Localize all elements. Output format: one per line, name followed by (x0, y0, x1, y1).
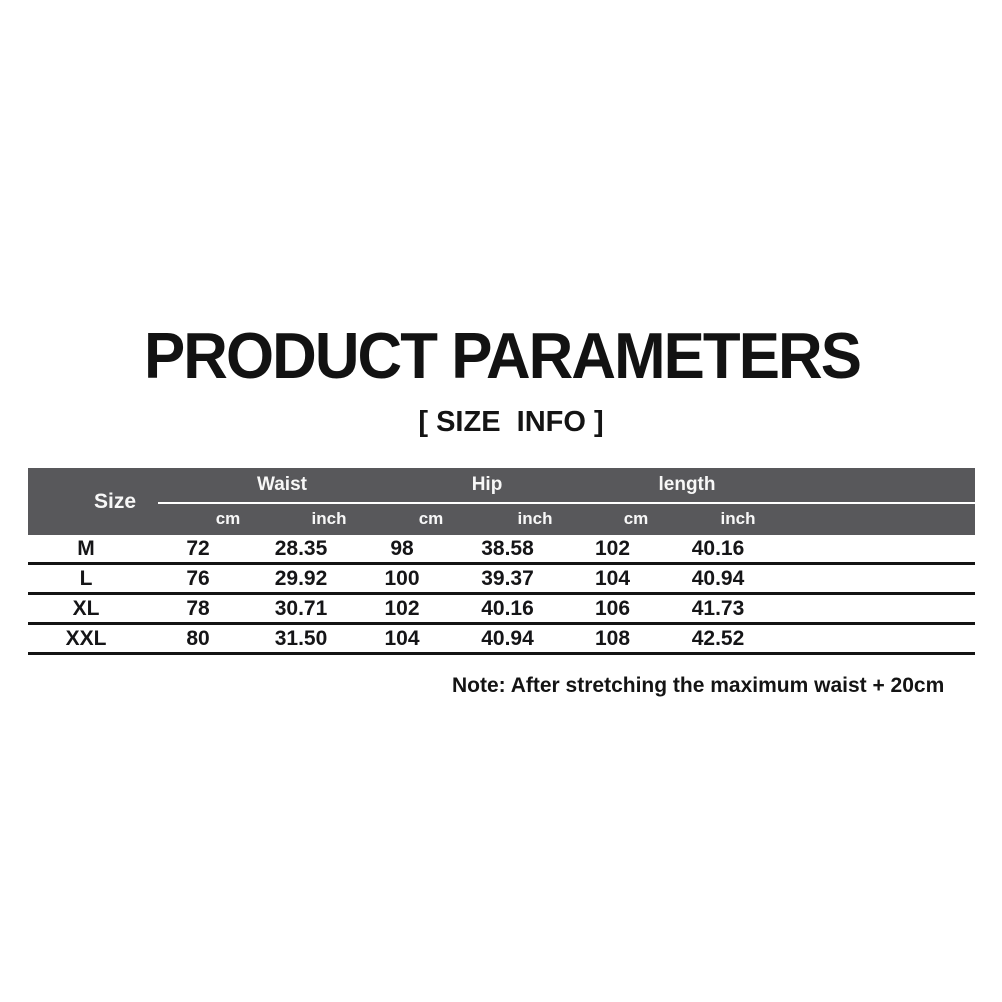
table-row-m: M 72 28.35 98 38.58 102 40.16 (28, 535, 975, 565)
column-group-hip: Hip (471, 474, 503, 495)
table-header: Size Waist Hip length cm inch cm inch cm… (28, 468, 975, 535)
table-row-l: L 76 29.92 100 39.37 104 40.94 (28, 565, 975, 595)
cell-hip-inch: 38.58 (481, 537, 534, 560)
cell-waist-cm: 80 (186, 627, 210, 650)
table-row-xl: XL 78 30.71 102 40.16 106 41.73 (28, 595, 975, 625)
cell-length-cm: 108 (594, 627, 631, 650)
row-size-label: M (77, 537, 95, 560)
cell-length-inch: 42.52 (691, 627, 745, 650)
cell-waist-inch: 29.92 (274, 567, 328, 590)
cell-waist-inch: 30.71 (274, 597, 328, 620)
column-header-length-inch: inch (720, 509, 756, 528)
cell-length-cm: 102 (594, 537, 631, 560)
cell-waist-inch: 28.35 (274, 537, 328, 560)
column-header-waist-inch: inch (311, 509, 347, 528)
cell-hip-inch: 40.94 (481, 627, 534, 650)
cell-waist-cm: 76 (186, 567, 210, 590)
cell-hip-inch: 40.16 (481, 597, 534, 620)
row-size-label: L (79, 567, 93, 590)
cell-waist-cm: 72 (186, 537, 210, 560)
column-header-hip-inch: inch (517, 509, 553, 528)
row-size-label: XL (72, 597, 100, 620)
cell-length-inch: 41.73 (691, 597, 745, 620)
page-title: PRODUCT PARAMETERS (144, 319, 862, 392)
cell-length-cm: 106 (594, 597, 631, 620)
column-header-hip-cm: cm (418, 509, 444, 528)
column-header-size: Size (93, 489, 137, 513)
cell-waist-cm: 78 (186, 597, 210, 620)
cell-hip-cm: 98 (390, 537, 414, 560)
cell-hip-cm: 104 (384, 627, 420, 650)
size-info-subtitle: [ SIZE INFO ] (418, 406, 604, 438)
table-row-xxl: XXL 80 31.50 104 40.94 108 42.52 (28, 625, 975, 655)
cell-length-inch: 40.94 (691, 567, 745, 590)
row-size-label: XXL (65, 627, 107, 650)
size-table: Size Waist Hip length cm inch cm inch cm… (28, 468, 975, 655)
column-group-length: length (658, 474, 716, 495)
cell-waist-inch: 31.50 (274, 627, 328, 650)
cell-hip-cm: 102 (384, 597, 420, 620)
column-header-waist-cm: cm (215, 509, 241, 528)
cell-length-cm: 104 (594, 567, 631, 590)
column-header-length-cm: cm (623, 509, 649, 528)
note-text: Note: After stretching the maximum waist… (452, 674, 945, 697)
column-group-waist: Waist (257, 474, 307, 495)
header-divider-line (158, 502, 975, 504)
cell-length-inch: 40.16 (691, 537, 745, 560)
cell-hip-inch: 39.37 (481, 567, 534, 590)
cell-hip-cm: 100 (384, 567, 420, 590)
